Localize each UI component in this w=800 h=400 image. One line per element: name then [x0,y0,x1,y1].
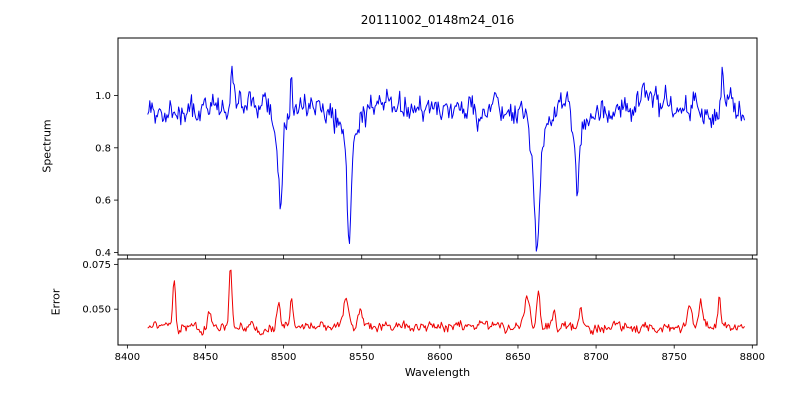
x-tick-label: 8750 [661,352,686,363]
y-tick-label: 0.075 [82,260,111,271]
x-tick-label: 8450 [193,352,218,363]
chart-title: 20111002_0148m24_016 [360,13,515,27]
y-tick-label: 0.8 [95,143,111,154]
y-tick-label: 1.0 [95,91,111,102]
x-tick-label: 8500 [271,352,296,363]
x-axis-label: Wavelength [404,366,471,379]
x-tick-label: 8650 [505,352,530,363]
x-tick-label: 8700 [583,352,608,363]
x-tick-label: 8400 [115,352,140,363]
x-tick-label: 8600 [427,352,452,363]
y-tick-label: 0.6 [95,196,111,207]
error-line [147,269,745,336]
spectrum-line [147,65,745,252]
y-tick-label: 0.050 [82,305,111,316]
x-tick-label: 8800 [740,352,765,363]
axes-spines [117,37,758,256]
y-tick-label: 0.4 [95,248,111,259]
axes-spines [117,258,758,346]
x-tick-label: 8550 [349,352,374,363]
